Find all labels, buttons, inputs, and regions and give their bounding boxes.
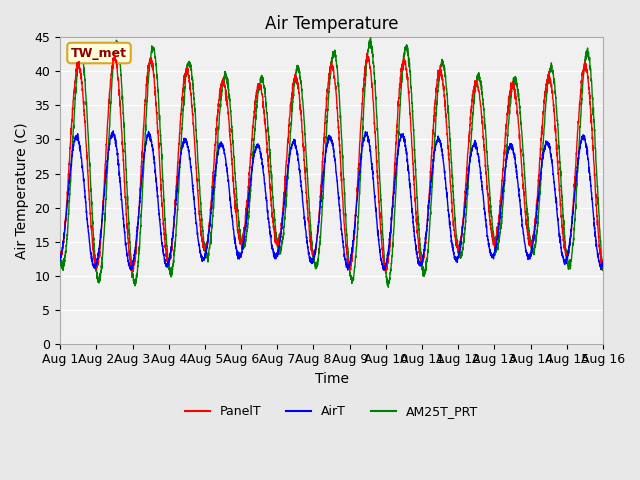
- Legend: PanelT, AirT, AM25T_PRT: PanelT, AirT, AM25T_PRT: [180, 400, 483, 423]
- Title: Air Temperature: Air Temperature: [265, 15, 398, 33]
- X-axis label: Time: Time: [314, 372, 349, 386]
- Text: TW_met: TW_met: [71, 47, 127, 60]
- Y-axis label: Air Temperature (C): Air Temperature (C): [15, 122, 29, 259]
